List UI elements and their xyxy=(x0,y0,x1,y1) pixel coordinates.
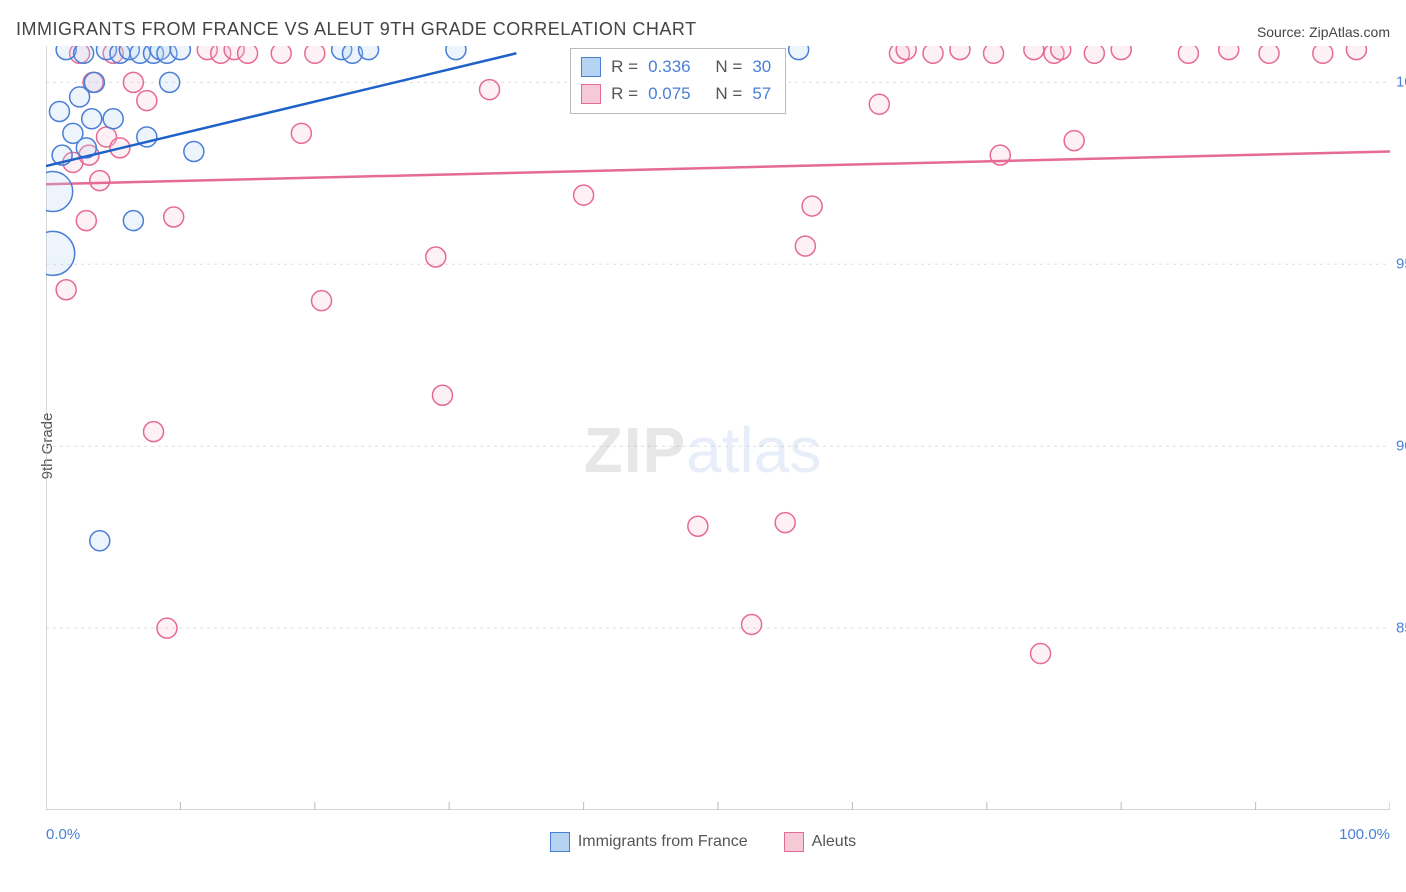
corr-row-france: R = 0.336 N = 30 xyxy=(581,53,771,80)
chart-title: IMMIGRANTS FROM FRANCE VS ALEUT 9TH GRAD… xyxy=(16,19,697,40)
swatch-aleuts-icon xyxy=(581,84,601,104)
r-label: R = xyxy=(611,80,638,107)
chart-source: Source: ZipAtlas.com xyxy=(1257,24,1390,40)
corr-row-aleuts: R = 0.075 N = 57 xyxy=(581,80,771,107)
y-tick-label: 100.0% xyxy=(1396,74,1406,91)
n-label: N = xyxy=(715,80,742,107)
legend-label-aleuts: Aleuts xyxy=(812,833,856,851)
y-tick-label: 95.0% xyxy=(1396,256,1406,273)
n-value-aleuts: 57 xyxy=(752,80,771,107)
series-legend: Immigrants from France Aleuts xyxy=(0,832,1406,852)
y-tick-label: 85.0% xyxy=(1396,620,1406,637)
n-value-france: 30 xyxy=(752,53,771,80)
legend-label-france: Immigrants from France xyxy=(578,833,748,851)
chart-header: IMMIGRANTS FROM FRANCE VS ALEUT 9TH GRAD… xyxy=(0,0,1406,46)
plot-area: ZIPatlas R = 0.336 N = 30 R = 0.075 N = … xyxy=(46,46,1390,810)
r-value-france: 0.336 xyxy=(648,53,691,80)
legend-item-france: Immigrants from France xyxy=(550,832,748,852)
y-tick-label: 90.0% xyxy=(1396,438,1406,455)
r-label: R = xyxy=(611,53,638,80)
legend-item-aleuts: Aleuts xyxy=(784,832,856,852)
swatch-aleuts-icon xyxy=(784,832,804,852)
swatch-france-icon xyxy=(550,832,570,852)
source-prefix: Source: xyxy=(1257,24,1309,40)
correlation-legend: R = 0.336 N = 30 R = 0.075 N = 57 xyxy=(570,48,786,114)
scatter-plot xyxy=(46,46,1390,810)
n-label: N = xyxy=(715,53,742,80)
source-name: ZipAtlas.com xyxy=(1309,24,1390,40)
r-value-aleuts: 0.075 xyxy=(648,80,691,107)
swatch-france-icon xyxy=(581,57,601,77)
